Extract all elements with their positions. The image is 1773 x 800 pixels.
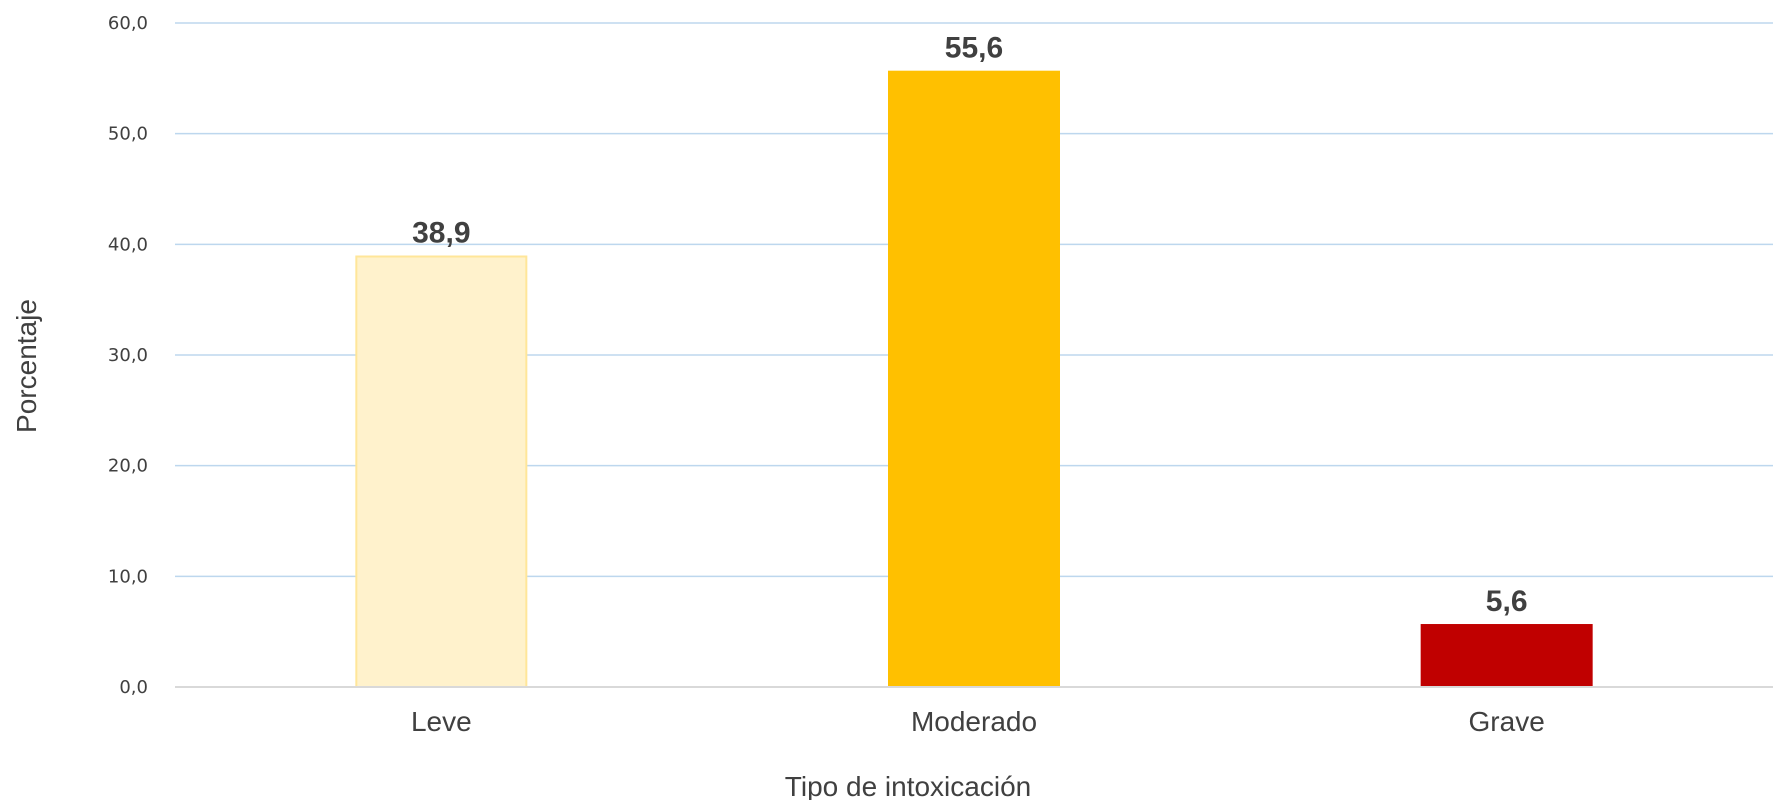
- x-tick-label: Grave: [1469, 706, 1545, 737]
- y-axis-title: Porcentaje: [11, 299, 42, 433]
- y-tick-label: 0,0: [119, 677, 148, 698]
- y-tick-label: 60,0: [108, 13, 148, 34]
- data-label: 5,6: [1486, 585, 1528, 618]
- x-tick-label: Leve: [411, 706, 472, 737]
- y-tick-label: 30,0: [108, 345, 148, 366]
- x-tick-label: Moderado: [911, 706, 1037, 737]
- data-label: 38,9: [412, 217, 470, 250]
- bar-leve: [355, 255, 528, 688]
- y-tick-label: 10,0: [108, 566, 148, 587]
- labels: 0,0 10,0 20,0 30,0 40,0 50,0 60,0 38,9 Leve 55,6 M…: [108, 13, 1545, 737]
- x-axis-title: Tipo de intoxicación: [785, 771, 1031, 800]
- bar-moderado: [888, 70, 1060, 688]
- bars: [355, 70, 1593, 689]
- y-tick-label: 20,0: [108, 456, 148, 477]
- y-tick-label: 50,0: [108, 124, 148, 145]
- data-label: 55,6: [945, 32, 1003, 65]
- y-tick-label: 40,0: [108, 234, 148, 255]
- bar-grave: [1420, 624, 1593, 689]
